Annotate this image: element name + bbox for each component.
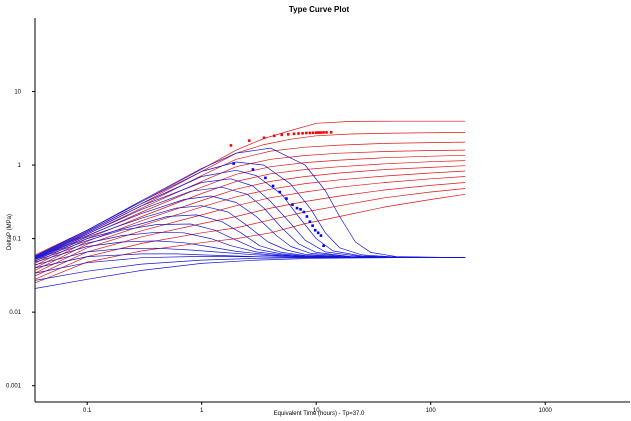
blue-data-point: [264, 177, 267, 180]
blue-data-point: [322, 244, 325, 247]
red-data-point: [263, 136, 266, 139]
red-data-point: [312, 131, 315, 134]
red-data-point: [325, 131, 328, 134]
blue-data-point: [285, 197, 288, 200]
red-data-point: [293, 133, 296, 136]
y-tick-label: 0.01: [9, 310, 21, 316]
blue-data-point: [252, 168, 255, 171]
y-tick-label: 0.001: [6, 384, 22, 390]
red-data-point: [305, 132, 308, 135]
blue-data-point: [309, 220, 312, 223]
chart-title: Type Curve Plot: [289, 5, 350, 14]
red-data-point: [230, 144, 233, 147]
red-data-point: [248, 139, 251, 142]
red-data-point: [317, 131, 320, 134]
blue-data-point: [272, 185, 275, 188]
red-data-point: [287, 133, 290, 136]
y-tick-label: 10: [14, 90, 21, 96]
x-tick-label: 10: [313, 408, 320, 414]
y-tick-label: 0.1: [13, 237, 22, 243]
blue-data-point: [317, 231, 320, 234]
red-data-point: [315, 131, 318, 134]
red-data-point: [273, 135, 276, 138]
blue-data-point: [291, 203, 294, 206]
blue-data-point: [299, 208, 302, 211]
blue-data-point: [306, 215, 309, 218]
red-data-point: [322, 131, 325, 134]
x-tick-label: 0.1: [83, 408, 92, 414]
blue-data-point: [232, 162, 235, 165]
red-data-point: [309, 132, 312, 135]
x-tick-label: 1000: [539, 408, 553, 414]
blue-data-point: [311, 224, 314, 227]
red-data-point: [330, 131, 333, 134]
y-axis-label: DeltaP (MPa): [7, 214, 13, 250]
blue-data-point: [278, 191, 281, 194]
blue-data-point: [296, 207, 299, 210]
red-data-point: [301, 132, 304, 135]
blue-data-point: [320, 234, 323, 237]
blue-data-point: [303, 211, 306, 214]
red-data-point: [297, 132, 300, 135]
red-data-point: [280, 134, 283, 137]
red-data-point: [320, 131, 323, 134]
x-tick-label: 100: [426, 408, 437, 414]
blue-data-point: [314, 229, 317, 232]
